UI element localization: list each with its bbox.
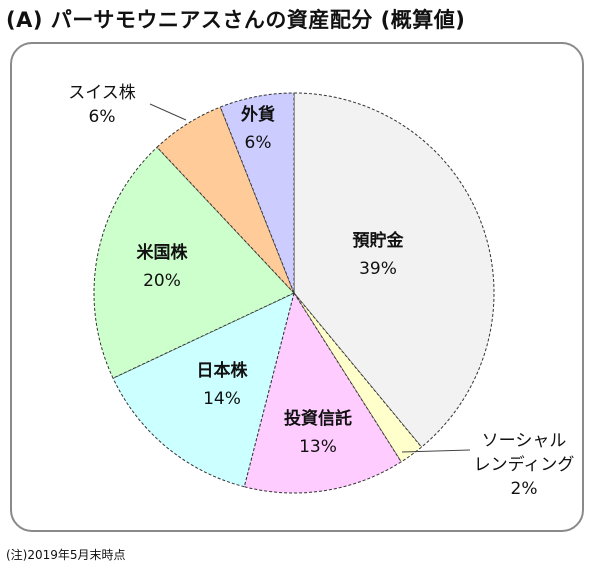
- slice-value-mutual-funds: 13%: [299, 437, 337, 457]
- chart-title: (A) パーサモウニアスさんの資産配分 (概算値): [6, 8, 466, 32]
- pie-slice-swiss-stocks: [156, 106, 295, 294]
- chart-frame: [10, 42, 584, 532]
- pie-slice-us-stocks: [93, 146, 295, 379]
- slice-value-social-lending: 2%: [511, 479, 538, 499]
- pie-slice-japan-stocks: [112, 292, 295, 488]
- slice-value-foreign-currency: 6%: [245, 133, 272, 153]
- pie-slice-social-lending: [293, 292, 423, 463]
- slice-value-japan-stocks: 14%: [203, 389, 241, 409]
- slice-label-japan-stocks: 日本株: [197, 360, 249, 381]
- slice-label-foreign-currency: 外貨: [241, 104, 275, 125]
- pie-slice-foreign-currency: [219, 92, 295, 294]
- pie-slice-deposits: [293, 92, 495, 448]
- slice-label-us-stocks: 米国株: [137, 242, 189, 263]
- slice-label-social-lending: ソーシャル: [482, 431, 567, 451]
- slice-label-mutual-funds: 投資信託: [284, 408, 352, 429]
- slice-value-deposits: 39%: [359, 259, 397, 279]
- pie-slice-mutual-funds: [243, 291, 402, 494]
- slice-label-deposits: 預貯金: [353, 230, 405, 251]
- leader-line-social-lending: [401, 449, 471, 453]
- slice-value-us-stocks: 20%: [143, 271, 181, 291]
- slice-label-swiss-stocks: スイス株: [68, 83, 136, 103]
- leader-line-swiss-stocks: [149, 103, 187, 121]
- slice-value-swiss-stocks: 6%: [89, 107, 116, 127]
- slice-label-social-lending: レンディング: [474, 454, 575, 475]
- footnote: (注)2019年5月末時点: [6, 548, 126, 562]
